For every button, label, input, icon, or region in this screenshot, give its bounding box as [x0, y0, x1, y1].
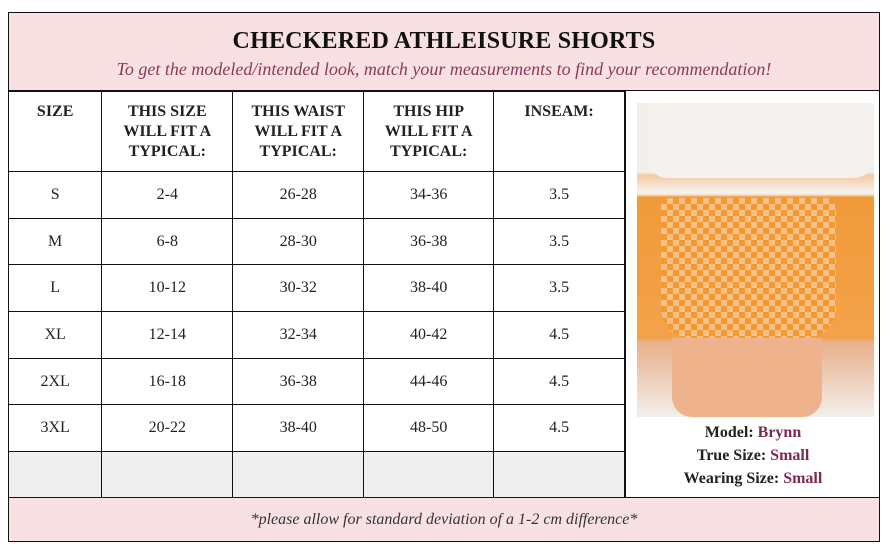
true-size-line: True Size: Small [696, 447, 810, 464]
table-cell: 16-18 [101, 357, 234, 406]
table-cell: M [9, 217, 103, 266]
table-cell: 32-34 [232, 311, 365, 359]
table-cell: 3XL [9, 404, 103, 453]
table-cell: 10-12 [101, 264, 234, 313]
table-cell: 20-22 [101, 404, 234, 453]
table-row: XL 12-14 32-34 40-42 4.5 [9, 311, 625, 359]
table-cell: 12-14 [101, 311, 234, 359]
chart-header: CHECKERED ATHLEISURE SHORTS To get the m… [9, 13, 879, 91]
table-cell: 3.5 [493, 171, 625, 219]
table-cell: S [9, 171, 103, 219]
col-header-inseam: INSEAM: [493, 91, 625, 172]
table-cell: 3.5 [493, 264, 625, 313]
col-header-hip: THIS HIP WILL FIT A TYPICAL: [363, 91, 495, 172]
col-header-fit: THIS SIZE WILL FIT A TYPICAL: [101, 91, 234, 172]
table-cell: 4.5 [493, 404, 625, 453]
table-cell: 2XL [9, 357, 103, 406]
model-info: Model: Brynn True Size: Small Wearing Si… [626, 421, 880, 490]
table-row: 3XL 20-22 38-40 48-50 4.5 [9, 404, 625, 453]
table-cell: 30-32 [232, 264, 365, 313]
table-cell: 38-40 [232, 404, 365, 453]
model-name-line: Model: Brynn [704, 424, 802, 441]
table-row: M 6-8 28-30 36-38 3.5 [9, 217, 625, 266]
table-cell: 34-36 [363, 171, 495, 219]
table-row: L 10-12 30-32 38-40 3.5 [9, 264, 625, 313]
table-cell: 36-38 [232, 357, 365, 406]
table-cell: 4.5 [493, 311, 625, 359]
table-cell: 26-28 [232, 171, 365, 219]
table-row-empty [9, 451, 625, 499]
table-cell: 4.5 [493, 357, 625, 406]
chart-subtitle: To get the modeled/intended look, match … [116, 59, 772, 79]
size-chart: CHECKERED ATHLEISURE SHORTS To get the m… [8, 12, 880, 542]
size-table: SIZE THIS SIZE WILL FIT A TYPICAL: THIS … [9, 91, 625, 499]
model-panel: Model: Brynn True Size: Small Wearing Si… [625, 91, 879, 497]
wearing-size-line: Wearing Size: Small [683, 470, 823, 487]
table-cell: 36-38 [363, 217, 495, 266]
model-photo [637, 103, 874, 417]
table-cell: 28-30 [232, 217, 365, 266]
table-cell: 48-50 [363, 404, 495, 453]
table-row: 2XL 16-18 36-38 44-46 4.5 [9, 357, 625, 406]
table-cell: 6-8 [101, 217, 234, 266]
table-cell: 40-42 [363, 311, 495, 359]
table-cell: 3.5 [493, 217, 625, 266]
table-header-row: SIZE THIS SIZE WILL FIT A TYPICAL: THIS … [9, 91, 625, 172]
table-cell: 44-46 [363, 357, 495, 406]
chart-footer-note: *please allow for standard deviation of … [9, 497, 879, 541]
chart-title: CHECKERED ATHLEISURE SHORTS [232, 28, 656, 54]
table-cell: 38-40 [363, 264, 495, 313]
table-row: S 2-4 26-28 34-36 3.5 [9, 171, 625, 219]
col-header-waist: THIS WAIST WILL FIT A TYPICAL: [232, 91, 365, 172]
table-cell: L [9, 264, 103, 313]
table-cell: 2-4 [101, 171, 234, 219]
col-header-size: SIZE [9, 91, 103, 172]
table-cell: XL [9, 311, 103, 359]
